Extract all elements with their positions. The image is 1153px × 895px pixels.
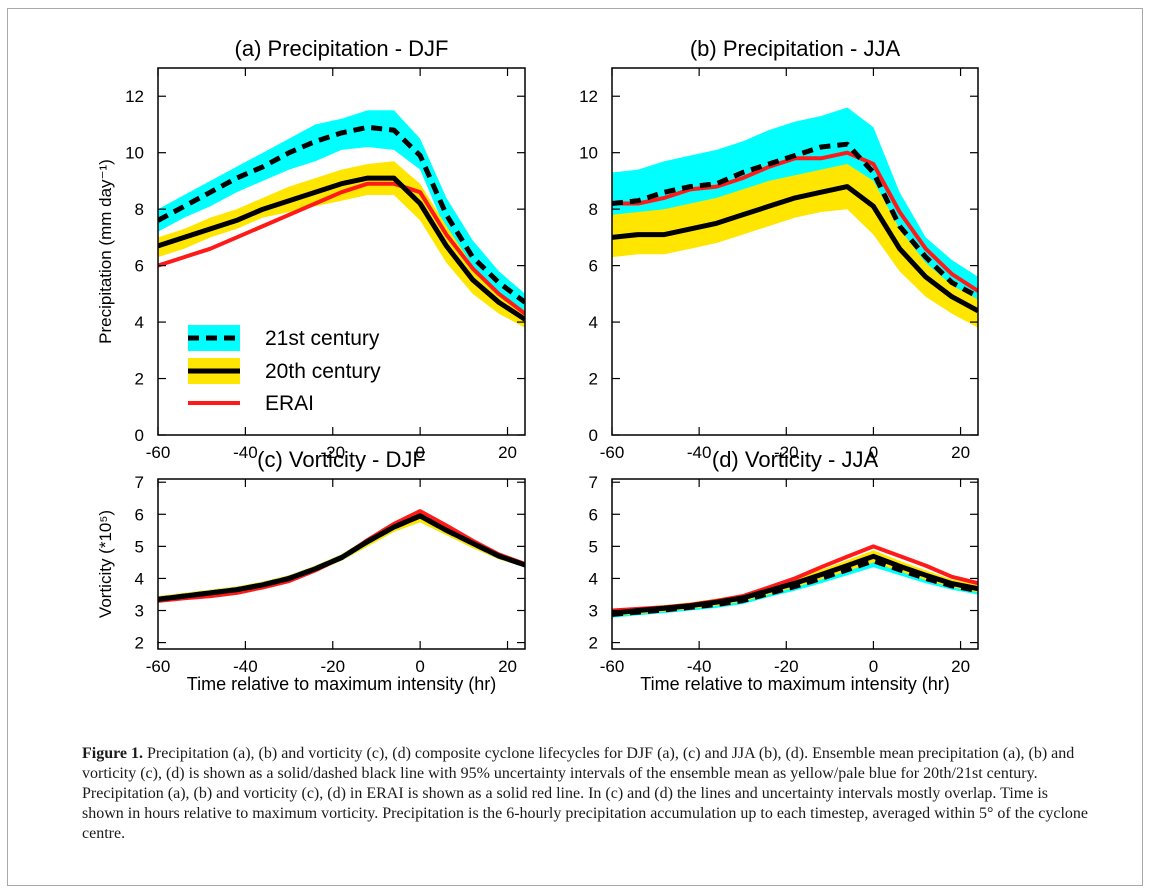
uncertainty-band-20th xyxy=(612,164,978,328)
x-tick-label: -40 xyxy=(687,657,712,676)
y-tick-label: 5 xyxy=(135,537,144,556)
y-tick-label: 7 xyxy=(135,473,144,492)
plot-area-c xyxy=(158,509,525,603)
series-line-21st-century xyxy=(158,124,525,305)
caption-label: Figure 1. xyxy=(82,745,144,762)
x-tick-label: -60 xyxy=(600,657,625,676)
y-tick-label: 3 xyxy=(135,602,144,621)
x-tick-label: -40 xyxy=(233,657,258,676)
axes-frame xyxy=(611,478,979,650)
plot-area-b xyxy=(612,107,978,328)
x-tick-label: 20 xyxy=(951,443,970,462)
figure-frame xyxy=(7,8,1143,886)
x-tick-label: -60 xyxy=(146,443,171,462)
y-tick-label: 8 xyxy=(589,200,598,219)
x-tick-label: -20 xyxy=(774,443,799,462)
y-tick-label: 4 xyxy=(589,313,598,332)
y-tick-label: 3 xyxy=(589,602,598,621)
series-line-20th-century xyxy=(158,175,525,322)
y-axis-label: Vorticity (*10⁵) xyxy=(96,510,115,618)
uncertainty-band-21st xyxy=(158,110,525,311)
x-tick-label: -20 xyxy=(774,657,799,676)
x-tick-label: 20 xyxy=(498,657,517,676)
y-tick-label: 10 xyxy=(579,144,598,163)
panel-title: (d) Vorticity - JJA xyxy=(712,447,879,472)
x-tick-label: -60 xyxy=(146,657,171,676)
legend-item: 20th century xyxy=(188,358,381,384)
legend-item: ERAI xyxy=(188,392,314,415)
y-tick-label: 2 xyxy=(135,370,144,389)
legend-label: 21st century xyxy=(265,327,380,350)
y-tick-label: 5 xyxy=(589,537,598,556)
y-tick-label: 12 xyxy=(579,87,598,106)
y-tick-label: 8 xyxy=(135,200,144,219)
x-tick-label: -20 xyxy=(320,657,345,676)
y-axis-label: Precipitation (mm day⁻¹) xyxy=(96,159,115,344)
plot-area-d xyxy=(612,544,978,618)
legend-label: 20th century xyxy=(265,360,381,383)
y-tick-label: 4 xyxy=(135,313,144,332)
plot-area-a xyxy=(158,110,525,328)
y-tick-label: 6 xyxy=(589,505,598,524)
x-tick-label: 0 xyxy=(869,657,878,676)
series-line-erai xyxy=(158,181,525,316)
figure-caption: Figure 1. Precipitation (a), (b) and vor… xyxy=(82,744,1092,844)
panel-title: (a) Precipitation - DJF xyxy=(235,36,449,61)
legend-item: 21st century xyxy=(188,325,380,351)
panel-title: (b) Precipitation - JJA xyxy=(690,36,901,61)
series-line-erai xyxy=(612,150,978,293)
x-tick-label: -40 xyxy=(233,443,258,462)
caption-text: Precipitation (a), (b) and vorticity (c)… xyxy=(82,745,1088,842)
panel-b: -60 -40 -20 0 20 0 2 4 6 8 10 12 (b) Precipitation -… xyxy=(579,36,979,462)
y-tick-label: 6 xyxy=(135,257,144,276)
y-tick-label: 6 xyxy=(589,257,598,276)
x-tick-label: 0 xyxy=(415,443,424,462)
panel-title: (c) Vorticity - DJF xyxy=(257,447,426,472)
panel-d: -60 -40 -20 0 20 2 3 4 5 6 7 (d) Vorticity - JJA Tim… xyxy=(589,447,979,694)
axes-frame xyxy=(157,67,526,436)
panel-c: -60 -40 -20 0 20 2 3 4 5 6 7 (c) Vorticity - DJF Tim… xyxy=(96,447,526,694)
x-tick-label: -20 xyxy=(320,443,345,462)
y-tick-label: 4 xyxy=(135,569,144,588)
y-tick-label: 6 xyxy=(135,505,144,524)
y-tick-label: 4 xyxy=(589,569,598,588)
y-tick-label: 0 xyxy=(135,426,144,445)
series-line-21st-century xyxy=(612,141,978,299)
y-tick-label: 0 xyxy=(589,426,598,445)
series-line-20th-century xyxy=(612,184,978,313)
series-line-21st-century xyxy=(158,513,525,602)
legend: 21st century 20th century ERAI xyxy=(188,325,381,415)
legend-label: ERAI xyxy=(265,392,314,415)
x-axis-label: Time relative to maximum intensity (hr) xyxy=(640,674,949,694)
panel-a: -60 -40 -20 0 20 0 2 4 6 8 10 12 (a) Precipitation -… xyxy=(96,36,526,462)
x-tick-label: -40 xyxy=(687,443,712,462)
y-tick-label: 12 xyxy=(125,87,144,106)
y-tick-label: 10 xyxy=(125,144,144,163)
y-tick-label: 7 xyxy=(589,473,598,492)
uncertainty-band-21st xyxy=(612,107,978,317)
x-tick-label: -60 xyxy=(600,443,625,462)
y-tick-label: 2 xyxy=(135,634,144,653)
y-tick-label: 2 xyxy=(589,634,598,653)
y-tick-label: 2 xyxy=(589,370,598,389)
x-axis-label: Time relative to maximum intensity (hr) xyxy=(187,674,496,694)
x-tick-label: 0 xyxy=(869,443,878,462)
axes-frame xyxy=(157,478,526,650)
x-tick-label: 20 xyxy=(951,657,970,676)
x-tick-label: 20 xyxy=(498,443,517,462)
x-tick-label: 0 xyxy=(415,657,424,676)
axes-frame xyxy=(611,67,979,436)
series-line-21st-century xyxy=(612,558,978,617)
